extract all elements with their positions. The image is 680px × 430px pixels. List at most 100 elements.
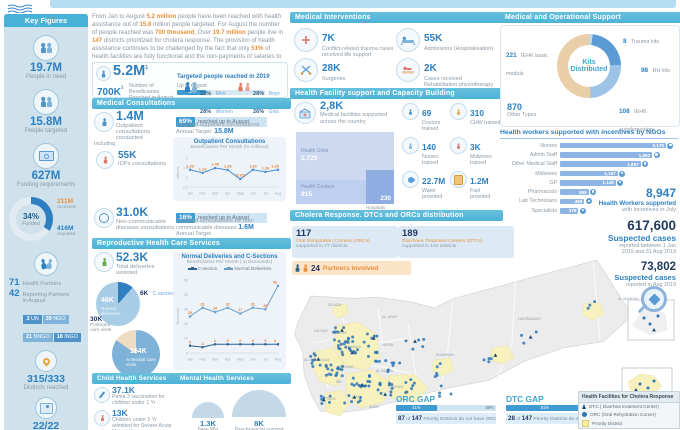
people-icon	[33, 35, 59, 61]
svg-text:30: 30	[184, 308, 188, 312]
deliveries-pie-chart: 46K Normal deliveries	[96, 282, 140, 326]
mh-consultations-stat: 1.3K New MH consultations	[198, 419, 218, 430]
dtc-gap-block: DTC GAP 81% 19% 28 of 147 Priority Distr…	[506, 394, 602, 424]
gender-children: 28% Boys 26% Girls	[238, 82, 280, 118]
svg-text:Jan: Jan	[187, 192, 193, 196]
rh-kits-label: 98 RH kits	[641, 67, 670, 74]
kits-card: Kits Distributed 8 Trauma kits 98 RH kit…	[500, 25, 680, 133]
svg-text:31: 31	[251, 301, 256, 306]
partners-involved-badge: 24 Partners involved	[292, 261, 411, 275]
hw-bar-row: Other Medical Staff 1,657	[500, 160, 678, 169]
health-worker-icon	[585, 198, 592, 205]
partners-grid: 3 UN 39 NGO 21 NNGO 18 INGO	[4, 307, 88, 343]
svg-text:Feb: Feb	[199, 358, 205, 362]
funded-stat: 34% Funded 211M received 416M required	[4, 194, 88, 246]
hw-bar-row: Midwives 1,187	[500, 169, 678, 178]
dtc-gap-title: DTC GAP	[506, 394, 544, 404]
people-in-need-value: 19.7M	[30, 62, 62, 74]
health-worker-icon	[619, 170, 626, 177]
svg-text:DHAMAR: DHAMAR	[338, 365, 354, 369]
governorates-stat: 22/22 Governorates reached	[4, 397, 88, 430]
svg-text:2: 2	[186, 156, 188, 160]
svg-text:40: 40	[184, 293, 188, 297]
facilities-treemap: Health Units 1,725 Health Centers 915 23…	[296, 132, 394, 210]
svg-text:Aug: Aug	[275, 192, 281, 196]
legend-title: Health Facilities for Cholera Response	[579, 392, 679, 403]
kits-donut-chart: Kits Distributed	[557, 34, 621, 98]
hw-bar-row: Pharmacists 589	[500, 187, 678, 196]
beneficiary-icon	[96, 66, 111, 81]
nurses-stat: 140 Nurses trained	[402, 137, 454, 167]
water-stat: 22.7M Water provided	[402, 171, 454, 201]
svg-text:May: May	[237, 192, 244, 196]
health-worker-icon	[653, 151, 660, 158]
health-worker-icon	[617, 179, 624, 186]
reporting-partners-value: 42	[9, 288, 20, 299]
orc-gap-title: ORC GAP	[396, 394, 436, 404]
treemap-hospitals-label: Hospitals	[366, 205, 386, 210]
health-workers-chart: Nurses 2,176 Admin Staff 1,892 Other Medical…	[500, 141, 678, 215]
svg-text:Jul: Jul	[263, 192, 268, 196]
physiotherapy-icon	[396, 58, 420, 82]
svg-text:Millions: Millions	[176, 167, 180, 179]
people-in-need-stat: 19.7M People in need	[4, 35, 88, 80]
csection-label: 6K C-section	[140, 290, 175, 297]
including-label: Including	[94, 141, 116, 147]
anc-pie-chart: 164K Antenatal care visits	[112, 330, 160, 378]
people-targeted-stat: 15.8M People targeted	[4, 89, 88, 134]
svg-text:AL JAWF: AL JAWF	[382, 315, 398, 319]
map-legend: Health Facilities for Cholera Response D…	[578, 391, 680, 430]
svg-text:Jun: Jun	[250, 358, 256, 362]
svg-text:Thousands: Thousands	[176, 308, 180, 325]
svg-text:28: 28	[213, 306, 218, 311]
nurse-icon	[402, 137, 419, 154]
deliveries-line-chart: 0 10 20 30 40 50 Jan Feb Mar Apr May Jun Jul Aug Thous…	[176, 278, 281, 362]
facilities-stat: 2,8K Medical facilities supported across…	[320, 100, 388, 125]
magnifier-virus-icon	[637, 286, 671, 316]
svg-text:HADRAMAWT: HADRAMAWT	[518, 317, 542, 321]
deliveries-chart-card: Normal Deliveries and C-Sections Benefic…	[173, 252, 286, 370]
svg-text:25: 25	[188, 310, 193, 315]
priority-square-icon	[582, 419, 589, 427]
orc-circle-icon	[582, 412, 587, 418]
chw-stat: 310 CHW trained	[450, 103, 502, 127]
ncd-target: Targeted consultations for non-communica…	[176, 218, 255, 237]
legend-priority-row: Priority District	[579, 419, 679, 429]
orc-gap-bar: 41% 59%	[396, 405, 496, 411]
svg-text:HAJJAH: HAJJAH	[314, 329, 328, 333]
dtc-card: 189 Diarrhoea Treatment Centers (DTCs) s…	[398, 226, 514, 258]
svg-text:SHABWAH: SHABWAH	[436, 353, 454, 357]
deliveries-stat: 52.3K Total deliveries assisted	[116, 250, 155, 276]
svg-text:'AMRAN: 'AMRAN	[333, 331, 347, 335]
suspected-total-value: 617,600	[627, 218, 676, 233]
partners-stat: 71 Health Partners 42 Reporting Partners…	[4, 252, 88, 343]
svg-text:Mar: Mar	[212, 358, 219, 362]
health-worker-icon	[590, 189, 597, 196]
people-targeted-value: 15.8M	[30, 116, 62, 128]
section-reproductive: Reproductive Health Care Services	[92, 238, 291, 249]
orc-gap-block: ORC GAP 41% 59% 87 of 147 Priority Distr…	[396, 394, 496, 424]
section-medical-interventions: Medical Interventions	[290, 12, 503, 23]
psychosocial-dome	[232, 390, 286, 417]
hw-bar-row: Lab Technicians 498	[500, 197, 678, 206]
funding-value: 627M	[31, 170, 61, 182]
summary-card: 5.2M1 Targeted people reached in 2019 Up…	[92, 62, 288, 115]
outpatient-chart-card: Outpatient Consultations Beneficiaries P…	[173, 137, 286, 201]
midwives-stat: 3K Midwives trained	[450, 137, 502, 167]
svg-text:5: 5	[189, 339, 192, 344]
svg-text:May: May	[237, 358, 244, 362]
admissions-stat: 55K Admissions (Hospitalisation)	[396, 28, 496, 52]
people-targeted-label: People targeted	[24, 128, 68, 134]
map-sheet-icon	[35, 397, 57, 419]
sidebar-title: Key Figures	[4, 14, 88, 27]
svg-text:1.39: 1.39	[271, 163, 279, 168]
water-drop-icon	[402, 171, 419, 188]
hospital-bed-icon	[396, 28, 420, 52]
key-figures-sidebar: Key Figures 19.7M People in need 15.8M P…	[4, 14, 88, 430]
section-facility-support: Health Facility support and Capacity Bui…	[290, 88, 503, 99]
svg-text:1.48: 1.48	[211, 162, 219, 167]
svg-text:6: 6	[227, 338, 230, 343]
people-targeted-icon	[33, 89, 59, 115]
svg-text:SANA'A: SANA'A	[348, 345, 361, 349]
